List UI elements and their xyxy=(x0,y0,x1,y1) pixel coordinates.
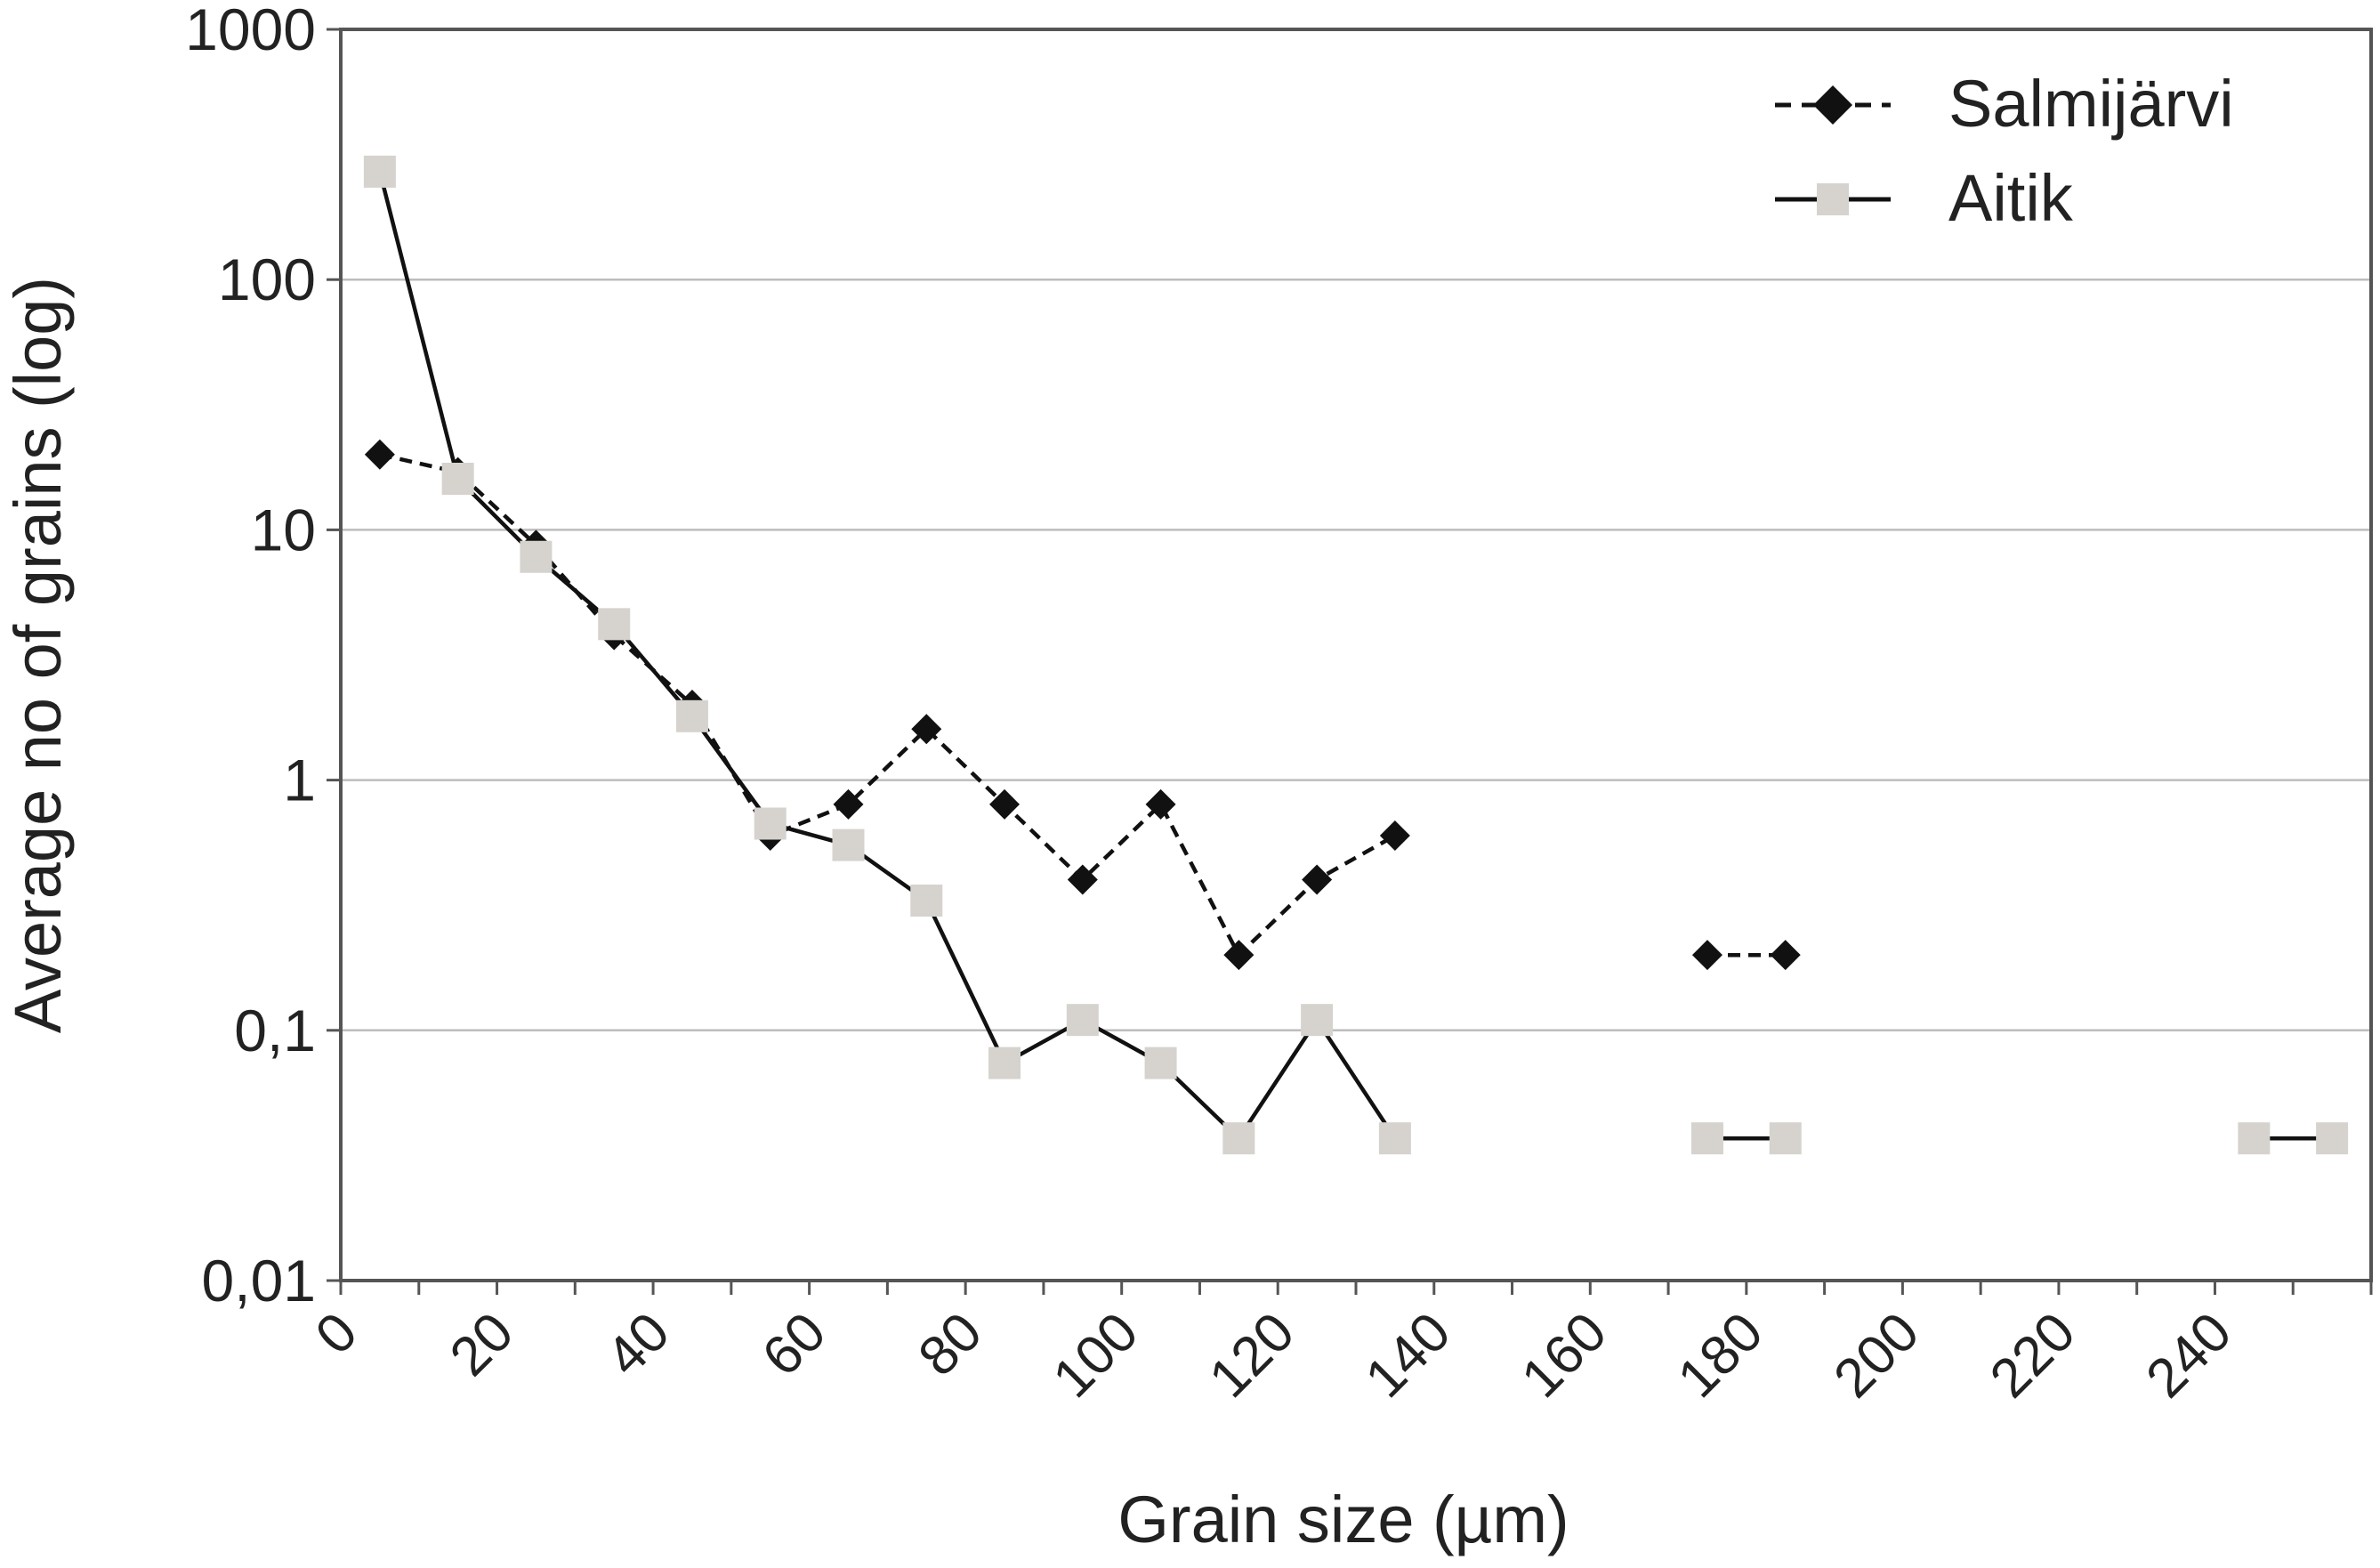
data-point-aitik xyxy=(1222,1122,1255,1155)
data-point-aitik xyxy=(598,608,631,641)
x-tick-label: 160 xyxy=(1510,1301,1618,1410)
x-tick-label: 40 xyxy=(594,1301,682,1388)
data-point-aitik xyxy=(363,155,396,188)
data-point-salmijrvi xyxy=(989,788,1021,820)
x-tick-label: 60 xyxy=(751,1301,838,1388)
y-tick-label: 0,01 xyxy=(202,1248,316,1313)
data-point-aitik xyxy=(1144,1047,1177,1079)
series-aitik xyxy=(363,155,2349,1155)
grid-lines xyxy=(341,278,2371,1032)
legend-diamond-marker xyxy=(1813,85,1852,125)
data-point-aitik xyxy=(520,540,553,573)
x-tick-label: 100 xyxy=(1042,1301,1150,1410)
y-tick-label: 10 xyxy=(251,497,316,562)
x-axis-title: Grain size (µm) xyxy=(1117,1483,1569,1556)
legend-square-marker xyxy=(1817,183,1849,215)
x-tick-label: 140 xyxy=(1354,1301,1463,1410)
data-point-aitik xyxy=(988,1047,1021,1079)
data-point-aitik xyxy=(1378,1122,1411,1155)
data-point-aitik xyxy=(1301,1004,1334,1037)
x-tick-label: 240 xyxy=(2134,1301,2243,1410)
data-point-aitik xyxy=(2238,1122,2271,1155)
data-point-salmijrvi xyxy=(1067,864,1098,895)
x-tick-label: 220 xyxy=(1979,1301,2087,1410)
x-tick-label: 180 xyxy=(1666,1301,1775,1410)
data-point-aitik xyxy=(1690,1122,1723,1155)
y-axis-title: Average no of grains (log) xyxy=(1,277,75,1033)
series-layer xyxy=(363,155,2349,1155)
data-point-aitik xyxy=(910,884,943,917)
data-point-aitik xyxy=(2316,1122,2349,1155)
x-tick-label: 20 xyxy=(439,1301,526,1388)
x-tick-label: 120 xyxy=(1198,1301,1306,1410)
y-tick-label: 0,1 xyxy=(234,998,316,1063)
legend-entry-salmijarvi: Salmijärvi xyxy=(1775,67,2234,141)
x-tick-label: 200 xyxy=(1822,1301,1931,1410)
y-tick-label: 1 xyxy=(283,748,316,813)
data-point-salmijrvi xyxy=(911,714,942,745)
series-salmijrvi xyxy=(364,439,1801,971)
legend: Salmijärvi Aitik xyxy=(1775,67,2234,235)
data-point-salmijrvi xyxy=(1379,820,1410,851)
x-tick-label: 80 xyxy=(907,1301,994,1388)
y-tick-label: 100 xyxy=(218,247,316,312)
data-point-salmijrvi xyxy=(1770,940,1801,971)
data-point-aitik xyxy=(1066,1004,1099,1037)
data-point-aitik xyxy=(441,463,474,496)
x-axis: 0 20 40 60 80 100 120 140 160 180 200 220 240 xyxy=(304,1281,2373,1410)
data-point-aitik xyxy=(1769,1122,1802,1155)
legend-label-salmijarvi: Salmijärvi xyxy=(1948,67,2234,141)
data-point-aitik xyxy=(754,807,787,840)
series-line-aitik xyxy=(377,171,1397,1141)
legend-entry-aitik: Aitik xyxy=(1775,161,2074,235)
data-point-aitik xyxy=(832,828,865,861)
data-point-aitik xyxy=(675,699,708,732)
data-point-salmijrvi xyxy=(1691,940,1722,971)
data-point-salmijrvi xyxy=(1145,788,1176,820)
legend-label-aitik: Aitik xyxy=(1948,161,2074,235)
data-point-salmijrvi xyxy=(833,788,864,820)
data-point-salmijrvi xyxy=(364,439,395,470)
data-point-salmijrvi xyxy=(1302,864,1333,895)
y-axis: 0,01 0,1 1 10 100 1000 xyxy=(185,0,341,1313)
y-tick-label: 1000 xyxy=(185,0,316,62)
data-point-salmijrvi xyxy=(1223,940,1255,971)
